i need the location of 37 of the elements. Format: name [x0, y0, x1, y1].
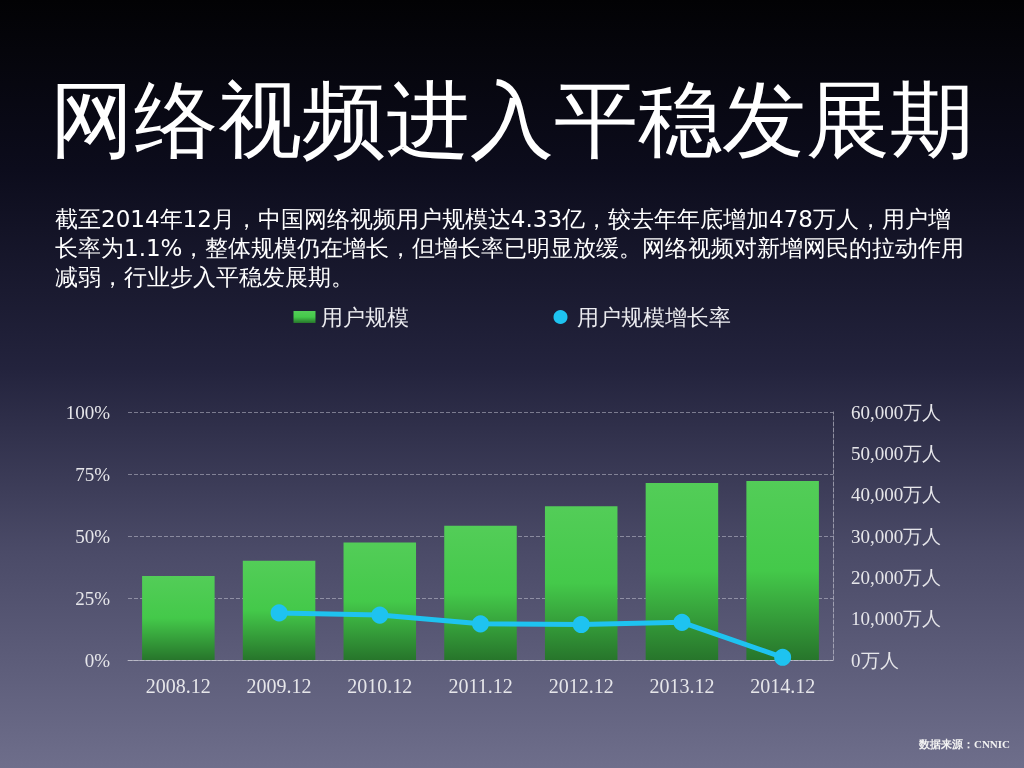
bar: [746, 481, 819, 660]
legend-label: 用户规模: [320, 304, 409, 330]
bar: [645, 483, 719, 660]
y2-tick-label: 20,000万人: [851, 566, 942, 588]
bar: [544, 506, 618, 660]
bar: [242, 560, 316, 660]
y2-tick-label: 40,000万人: [851, 484, 942, 506]
x-tick-label: 2012.12: [548, 675, 614, 697]
y-tick-label: 75%: [75, 463, 111, 485]
point: [472, 615, 489, 633]
y-tick-label: 0%: [84, 649, 111, 671]
y2-tick-label: 60,000万人: [851, 401, 942, 423]
point: [774, 648, 792, 666]
y2-tick-label: 30,000万人: [851, 525, 942, 547]
y2-tick-label: 0万人: [851, 649, 899, 671]
bar: [444, 525, 517, 660]
source-note: 数据来源：CNNIC: [918, 737, 1010, 752]
x-tick-label: 2013.12: [649, 675, 715, 697]
point: [270, 604, 288, 622]
chart-title: 网络视频进入平稳发展期: [49, 70, 975, 170]
legend-label: 用户规模增长率: [576, 304, 731, 330]
point: [572, 616, 590, 634]
x-tick-label: 2009.12: [246, 675, 312, 697]
bar: [343, 542, 417, 660]
y-tick-label: 50%: [75, 525, 111, 547]
point: [673, 613, 691, 631]
chart-subtitle: 截至2014年12月，中国网络视频用户规模达4.33亿，较去年年底增加478万人，用户增长率为1.1%，整体规模仍在增长，但增长率已明显放缓。网络视频对新增网民的拉动作用减弱，行业步入平稳发展期。: [55, 205, 966, 292]
y2-tick-label: 10,000万人: [851, 608, 942, 630]
point: [371, 606, 389, 624]
x-tick-label: 2011.12: [448, 675, 513, 697]
y-tick-label: 25%: [75, 587, 111, 609]
bar: [142, 576, 215, 660]
x-tick-label: 2014.12: [750, 675, 816, 697]
y2-tick-label: 50,000万人: [851, 442, 942, 464]
x-tick-label: 2010.12: [347, 675, 413, 697]
y-tick-label: 100%: [65, 401, 111, 423]
x-tick-label: 2008.12: [145, 675, 211, 697]
